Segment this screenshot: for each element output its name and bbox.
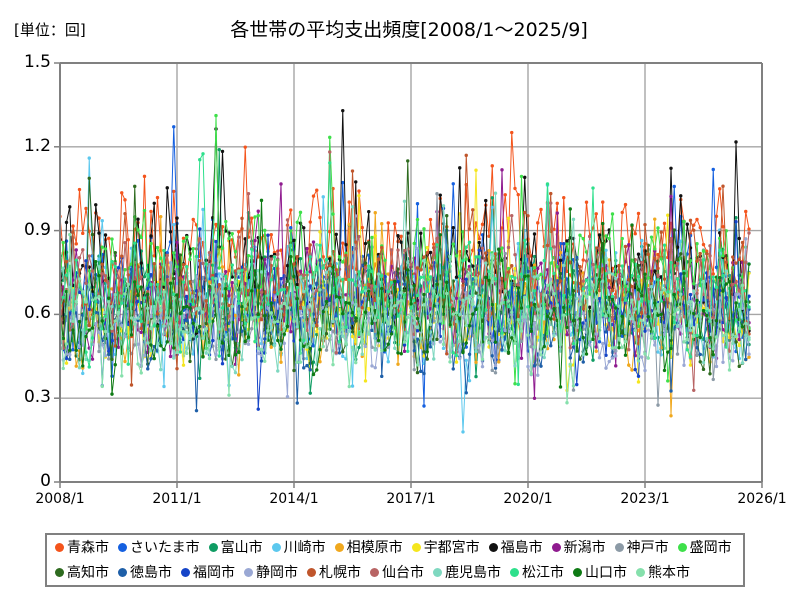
- legend-marker-icon: [433, 568, 442, 577]
- legend-marker-icon: [118, 568, 127, 577]
- x-axis-tick-label: 2023/1: [620, 491, 670, 507]
- legend-item-川崎市[interactable]: 川崎市: [271, 539, 326, 556]
- legend-item-高知市[interactable]: 高知市: [55, 566, 109, 580]
- legend-marker-icon: [636, 568, 645, 577]
- legend-label: 宇都宮市: [423, 539, 480, 556]
- legend-item-さいたま市[interactable]: さいたま市: [118, 541, 200, 555]
- legend-marker-icon: [271, 543, 281, 552]
- legend-marker-icon: [181, 568, 190, 577]
- legend-label: 鹿児島市: [445, 564, 501, 581]
- legend-item-新潟市[interactable]: 新潟市: [551, 539, 606, 556]
- legend-marker-icon: [370, 568, 379, 577]
- legend-item-松江市[interactable]: 松江市: [510, 566, 564, 580]
- legend-marker-icon: [510, 568, 519, 577]
- legend-item-相模原市[interactable]: 相模原市: [334, 539, 403, 556]
- legend-marker-icon: [55, 568, 64, 577]
- legend-label: 札幌市: [319, 564, 361, 581]
- legend-label: 富山市: [220, 539, 263, 556]
- legend-marker-icon: [677, 543, 687, 552]
- x-axis-tick-label: 2026/1: [737, 491, 787, 507]
- legend-label: 神戸市: [626, 539, 669, 556]
- legend-item-神戸市[interactable]: 神戸市: [614, 539, 669, 556]
- unit-label: [単位：回]: [14, 21, 86, 39]
- legend-item-静岡市[interactable]: 静岡市: [244, 566, 298, 580]
- legend-label: 静岡市: [256, 564, 298, 581]
- legend-marker-icon: [208, 543, 218, 552]
- legend-row: 高知市 徳島市 福岡市 静岡市 札幌市 仙台市 鹿児島市 松江市 山口市 熊本市: [47, 560, 743, 585]
- chart-legend: 青森市 さいたま市 富山市 川崎市 相模原市 宇都宮市 福島市 新潟市 神戸市 盛岡市高知市 徳島市…: [45, 533, 745, 587]
- legend-marker-icon: [244, 568, 253, 577]
- x-axis-tick-label: 2011/1: [152, 491, 202, 507]
- legend-marker-icon: [118, 543, 127, 552]
- legend-marker-icon: [573, 568, 582, 577]
- y-axis-tick-label: 1.2: [23, 135, 51, 156]
- legend-label: 徳島市: [130, 564, 172, 581]
- legend-item-福島市[interactable]: 福島市: [488, 539, 543, 556]
- y-axis-tick-label: 0: [40, 471, 51, 491]
- legend-item-鹿児島市[interactable]: 鹿児島市: [433, 566, 501, 580]
- legend-label: 仙台市: [382, 564, 424, 581]
- legend-label: 福島市: [500, 539, 543, 556]
- legend-marker-icon: [488, 543, 498, 552]
- y-axis-tick-label: 0.9: [23, 219, 51, 240]
- legend-marker-icon: [411, 543, 421, 552]
- legend-item-富山市[interactable]: 富山市: [208, 539, 263, 556]
- chart-title: 各世帯の平均支出頻度[2008/1〜2025/9]: [230, 19, 588, 41]
- legend-label: 相模原市: [346, 539, 403, 556]
- legend-item-盛岡市[interactable]: 盛岡市: [677, 539, 732, 556]
- legend-label: 青森市: [67, 539, 109, 556]
- legend-item-熊本市[interactable]: 熊本市: [636, 566, 690, 580]
- legend-label: 松江市: [522, 564, 564, 581]
- legend-marker-icon: [614, 543, 624, 552]
- legend-label: さいたま市: [130, 539, 200, 556]
- legend-item-札幌市[interactable]: 札幌市: [307, 566, 361, 580]
- legend-label: 福岡市: [193, 564, 235, 581]
- legend-label: 高知市: [67, 564, 109, 581]
- legend-item-山口市[interactable]: 山口市: [573, 566, 627, 580]
- legend-marker-icon: [307, 568, 316, 577]
- x-axis-tick-label: 2020/1: [503, 491, 553, 507]
- legend-label: 山口市: [585, 564, 627, 581]
- legend-marker-icon: [551, 543, 561, 552]
- legend-label: 熊本市: [648, 564, 690, 581]
- legend-item-青森市[interactable]: 青森市: [55, 541, 109, 555]
- y-axis-tick-label: 1.5: [23, 52, 51, 72]
- x-axis-tick-label: 2014/1: [269, 491, 319, 507]
- legend-item-仙台市[interactable]: 仙台市: [370, 566, 424, 580]
- legend-label: 新潟市: [563, 539, 606, 556]
- legend-label: 盛岡市: [689, 539, 732, 556]
- y-axis-tick-label: 0.6: [23, 303, 51, 324]
- legend-row: 青森市 さいたま市 富山市 川崎市 相模原市 宇都宮市 福島市 新潟市 神戸市 盛岡市: [47, 535, 743, 560]
- legend-item-福岡市[interactable]: 福岡市: [181, 566, 235, 580]
- legend-label: 川崎市: [283, 539, 326, 556]
- x-axis-tick-label: 2008/1: [35, 491, 85, 507]
- legend-item-宇都宮市[interactable]: 宇都宮市: [411, 539, 480, 556]
- y-axis-tick-label: 0.3: [23, 387, 51, 408]
- legend-marker-icon: [334, 543, 344, 552]
- x-axis-tick-label: 2017/1: [386, 491, 436, 507]
- legend-marker-icon: [55, 543, 64, 552]
- legend-item-徳島市[interactable]: 徳島市: [118, 566, 172, 580]
